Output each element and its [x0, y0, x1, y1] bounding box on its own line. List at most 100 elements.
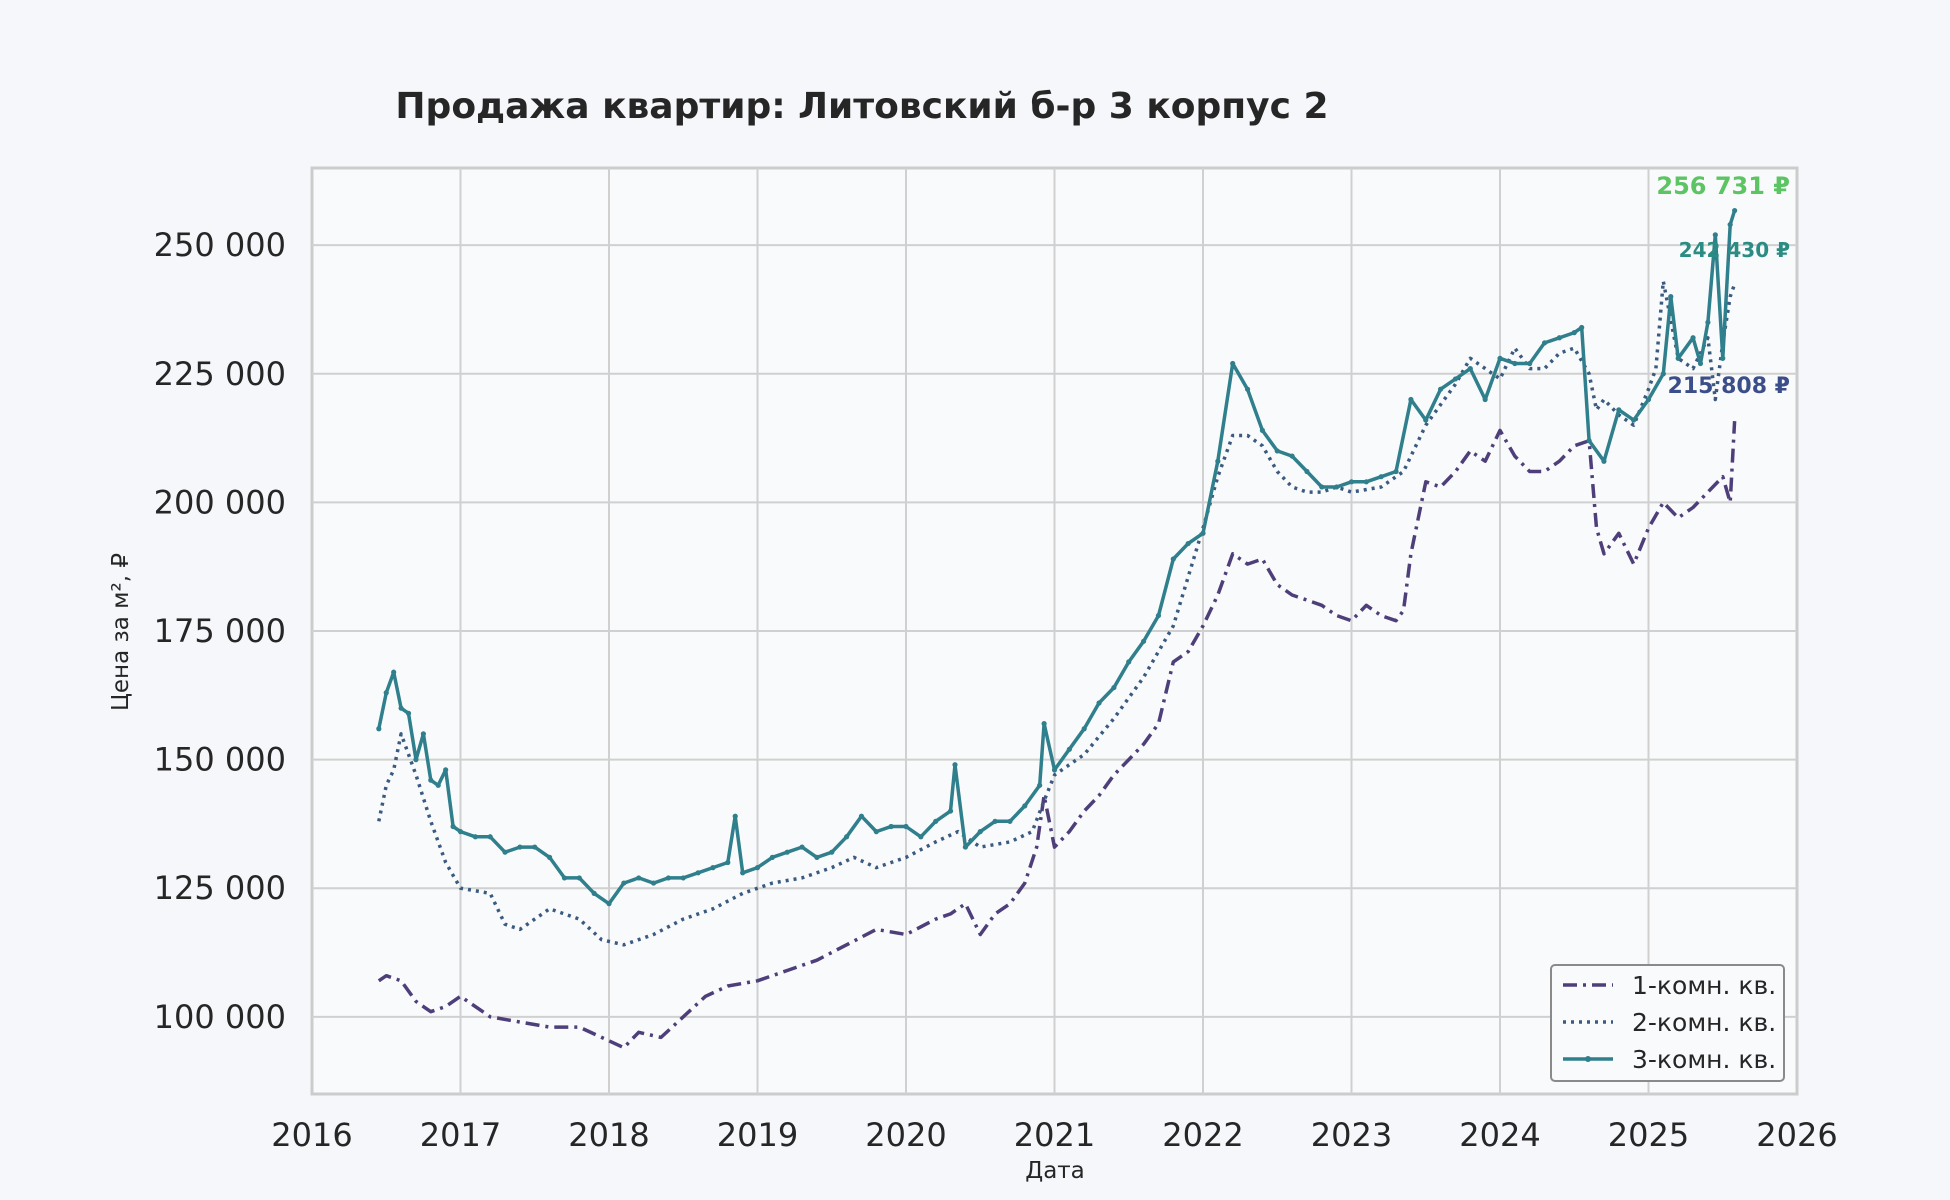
legend: 1-комн. кв. 2-комн. кв. 3-комн. кв.: [1550, 964, 1785, 1082]
y-axis-label: Цена за м², ₽: [108, 553, 134, 711]
series-point: [561, 875, 568, 881]
legend-box: [1550, 964, 1785, 1082]
series-point: [1363, 479, 1369, 485]
series-point: [784, 849, 790, 855]
series-point: [1423, 417, 1429, 423]
end-value-label: 215 808 ₽: [1668, 374, 1790, 399]
y-tick-label: 175 000: [154, 612, 286, 650]
series-point: [1007, 818, 1013, 824]
y-tick-label: 225 000: [154, 355, 286, 393]
series-point: [576, 875, 582, 881]
series-point: [814, 854, 820, 860]
series-point: [443, 767, 449, 773]
x-tick-label: 2022: [1162, 1116, 1243, 1154]
series-point: [1732, 207, 1738, 214]
series-point: [398, 705, 404, 711]
series-point: [1705, 319, 1711, 325]
series-point: [1452, 376, 1459, 382]
series-point: [1200, 530, 1206, 536]
series-point: [873, 829, 879, 835]
series-layer: [376, 207, 1738, 1050]
series-point: [650, 880, 657, 886]
series-point: [695, 870, 701, 876]
end-labels: 256 731 ₽ 242 430 ₽ 215 808 ₽: [1656, 172, 1790, 399]
series-point: [933, 818, 939, 824]
series-point: [1675, 355, 1681, 361]
series-point: [1601, 458, 1607, 464]
series-point: [799, 844, 805, 850]
series-point: [1438, 386, 1444, 392]
series-point: [1274, 448, 1280, 454]
series-point: [888, 823, 894, 830]
series-point: [428, 777, 434, 783]
series-point: [858, 813, 865, 819]
series-point: [1081, 726, 1087, 732]
x-axis-ticks: 2016 2017 2018 2019 2020 2021 2022 2023 2024 2025…: [271, 1116, 1837, 1154]
series-point: [405, 710, 412, 716]
series-point: [680, 875, 686, 881]
y-tick-label: 250 000: [154, 226, 286, 264]
series-point: [1631, 417, 1637, 423]
series-point: [1126, 659, 1132, 665]
series-point: [376, 726, 382, 732]
y-tick-label: 200 000: [154, 483, 286, 521]
series-point: [1645, 396, 1652, 403]
series-point: [1497, 355, 1503, 361]
x-tick-label: 2016: [271, 1116, 352, 1154]
series-point: [606, 901, 612, 907]
x-tick-label: 2023: [1311, 1116, 1392, 1154]
legend-label: 1-комн. кв.: [1632, 971, 1776, 1000]
series-point: [487, 834, 493, 840]
series-point: [1579, 324, 1585, 331]
series-point: [829, 849, 835, 855]
series-point: [903, 823, 909, 830]
series-point: [1051, 767, 1058, 773]
series-point: [1727, 221, 1733, 228]
series-point: [1690, 335, 1696, 341]
legend-label: 2-комн. кв.: [1632, 1008, 1776, 1037]
series-point: [725, 859, 731, 866]
series-point: [1660, 371, 1666, 377]
series-point: [1215, 458, 1221, 464]
series-point: [1527, 360, 1533, 367]
series-point: [962, 844, 969, 850]
series-point: [1668, 294, 1674, 300]
series-point: [1096, 700, 1102, 706]
x-axis-label: Дата: [1025, 1158, 1085, 1184]
series-point: [992, 818, 998, 824]
y-axis-ticks: 100 000 125 000 150 000 175 000 200 000 225 0…: [154, 226, 286, 1036]
series-point: [918, 834, 924, 840]
series-point: [1571, 330, 1577, 336]
legend-marker: [1585, 1056, 1591, 1062]
x-tick-label: 2026: [1756, 1116, 1837, 1154]
x-tick-label: 2019: [717, 1116, 798, 1154]
series-point: [1697, 360, 1704, 367]
series-point: [1512, 360, 1518, 367]
series-point: [1378, 474, 1384, 480]
series-point: [1720, 355, 1726, 361]
series-point: [710, 865, 716, 871]
series-point: [1616, 407, 1622, 413]
series-point: [517, 844, 523, 850]
series-point: [947, 808, 954, 814]
series-point: [1155, 612, 1162, 619]
series-point: [547, 854, 553, 860]
series-point: [420, 731, 426, 737]
y-tick-label: 150 000: [154, 741, 286, 779]
series-point: [1334, 484, 1340, 490]
y-tick-label: 125 000: [154, 869, 286, 907]
series-point: [383, 690, 389, 696]
x-tick-label: 2025: [1608, 1116, 1689, 1154]
series-point: [1467, 366, 1473, 372]
series-point: [591, 890, 597, 896]
x-tick-label: 2021: [1014, 1116, 1095, 1154]
series-point: [391, 669, 397, 675]
series-point: [1230, 360, 1236, 367]
series-line-3: [377, 209, 1737, 906]
series-point: [754, 865, 761, 871]
series-point: [532, 844, 538, 850]
series-point: [1066, 746, 1072, 752]
series-point: [844, 834, 850, 840]
series-point: [1259, 427, 1265, 433]
